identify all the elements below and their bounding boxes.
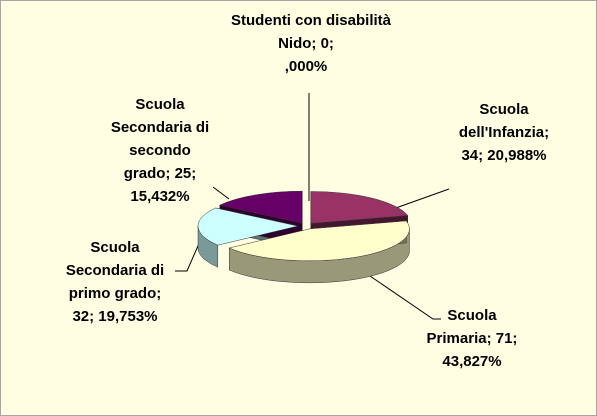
data-label: Scuola Secondaria di primo grado; 32; 19… [65,239,165,325]
leader-lines [175,93,450,320]
data-label: Scuola Primaria; 71; 43,827% [426,307,518,370]
data-label: Scuola Secondaria di secondo grado; 25; … [110,96,210,205]
data-label: Nido; 0; ,000% [278,35,334,75]
chart-title: Studenti con disabilità [230,12,391,29]
leader-line [350,262,441,320]
data-label: Scuola dell'Infanzia; 34; 20,988% [458,101,550,164]
leader-line [212,186,230,200]
slice [219,190,303,224]
leader-line [392,188,450,210]
slice [310,191,409,224]
slice [228,220,410,262]
leader-line [175,238,202,272]
slice [197,207,299,246]
